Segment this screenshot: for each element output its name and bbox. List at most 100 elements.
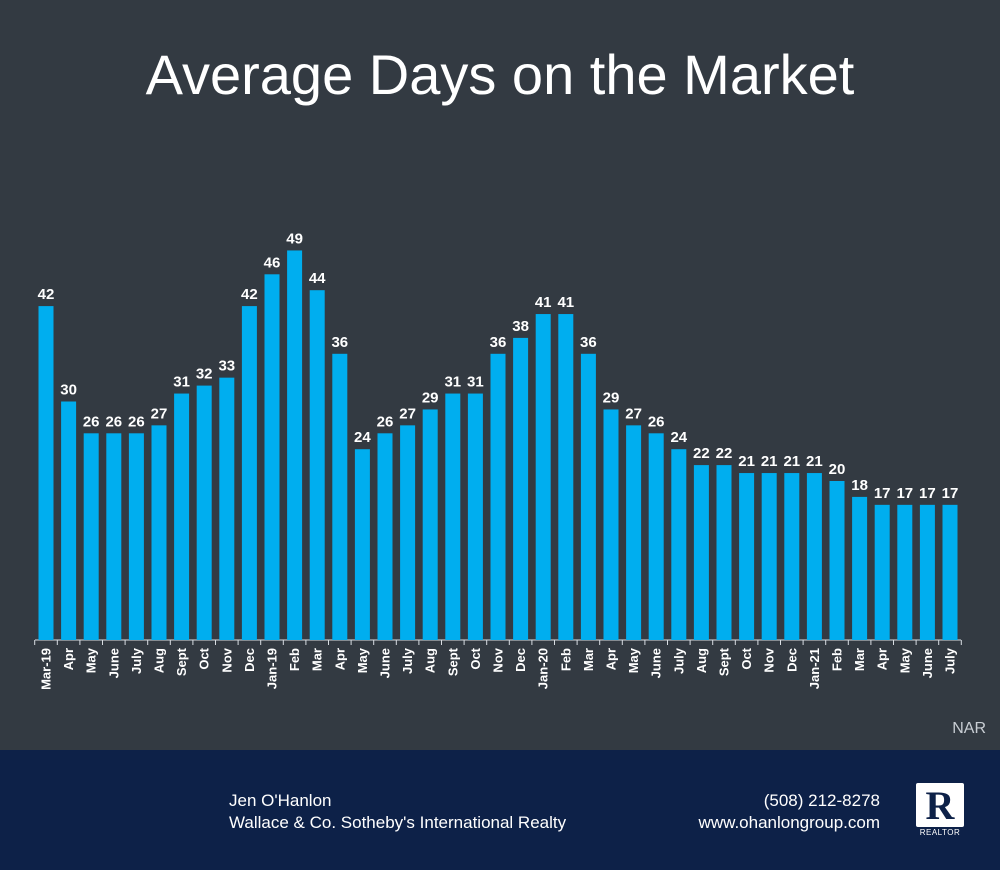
x-tick-label-32: Nov [762, 647, 777, 672]
bar-39 [919, 504, 935, 640]
x-tick-label-6: Sept [174, 647, 189, 676]
bar-value-label-5: 27 [151, 405, 168, 422]
bar-16 [400, 425, 416, 640]
bar-14 [354, 449, 370, 640]
x-tick-label-7: Oct [197, 647, 212, 669]
x-tick-label-40: July [943, 647, 958, 674]
bar-34 [806, 473, 822, 640]
bar-value-label-2: 26 [83, 413, 100, 430]
x-tick-label-37: Apr [875, 648, 890, 670]
x-tick-label-15: June [378, 648, 393, 678]
x-tick-label-11: Feb [287, 648, 302, 671]
bar-18 [445, 393, 461, 640]
bar-value-label-32: 21 [761, 453, 778, 470]
x-tick-label-0: Mar-19 [39, 648, 54, 690]
bar-value-label-7: 32 [196, 366, 213, 383]
bar-value-label-29: 22 [693, 445, 710, 462]
x-tick-label-13: Apr [332, 648, 347, 670]
bar-value-label-6: 31 [173, 374, 190, 391]
bar-value-label-17: 29 [422, 389, 439, 406]
bar-36 [852, 496, 868, 640]
bar-8 [219, 377, 235, 640]
bar-value-label-10: 46 [264, 254, 281, 271]
x-tick-label-3: June [106, 648, 121, 678]
x-tick-label-20: Nov [491, 647, 506, 672]
bar-13 [332, 353, 348, 640]
bar-31 [739, 473, 755, 640]
bar-value-label-31: 21 [738, 453, 755, 470]
bar-7 [196, 385, 212, 640]
bar-value-label-1: 30 [60, 382, 77, 399]
x-tick-label-28: July [671, 647, 686, 674]
bar-value-label-12: 44 [309, 270, 326, 287]
website-link[interactable]: www.ohanlongroup.com [698, 813, 880, 832]
x-tick-label-24: Mar [581, 648, 596, 671]
x-tick-label-33: Dec [784, 648, 799, 672]
bar-value-label-26: 27 [625, 405, 642, 422]
bar-value-label-40: 17 [942, 485, 959, 502]
x-tick-label-16: July [400, 647, 415, 674]
x-tick-label-30: Sept [717, 647, 732, 676]
bar-value-label-13: 36 [331, 334, 348, 351]
bar-22 [535, 314, 551, 640]
bar-26 [626, 425, 642, 640]
x-tick-label-29: Aug [694, 648, 709, 673]
bar-12 [309, 290, 325, 640]
bar-value-label-38: 17 [896, 485, 913, 502]
bar-6 [174, 393, 190, 640]
bar-value-label-3: 26 [105, 413, 122, 430]
bar-value-label-11: 49 [286, 230, 303, 247]
realtor-logo-icon: R [925, 783, 955, 828]
realtor-logo-text: REALTOR [919, 828, 961, 837]
x-tick-label-34: Jan-21 [807, 648, 822, 689]
x-tick-label-26: May [626, 647, 641, 673]
bar-value-label-4: 26 [128, 413, 145, 430]
bar-21 [513, 337, 529, 640]
x-tick-label-36: Mar [852, 648, 867, 671]
bar-value-label-37: 17 [874, 485, 891, 502]
bar-20 [490, 353, 506, 640]
x-tick-label-38: May [897, 647, 912, 673]
bar-9 [241, 306, 257, 640]
bar-38 [897, 504, 913, 640]
x-tick-label-31: Oct [739, 647, 754, 669]
bar-1 [61, 401, 77, 640]
bar-value-label-18: 31 [444, 374, 461, 391]
x-tick-label-39: June [920, 648, 935, 678]
bar-value-label-33: 21 [783, 453, 800, 470]
bar-value-label-20: 36 [490, 334, 507, 351]
bar-value-label-9: 42 [241, 286, 258, 303]
x-tick-label-14: May [355, 647, 370, 673]
x-tick-label-21: Dec [513, 648, 528, 672]
phone-number: (508) 212-8278 [763, 791, 880, 810]
bar-0 [38, 306, 54, 640]
realtor-logo-box [916, 783, 964, 827]
bar-10 [264, 274, 280, 640]
bar-value-label-27: 26 [648, 413, 665, 430]
bar-value-label-39: 17 [919, 485, 936, 502]
source-label: NAR [952, 720, 986, 737]
bar-value-label-21: 38 [512, 318, 529, 335]
bar-11 [287, 250, 303, 640]
x-tick-label-12: Mar [310, 648, 325, 671]
x-tick-label-25: Apr [604, 648, 619, 670]
x-tick-label-22: Jan-20 [536, 648, 551, 689]
bar-value-label-28: 24 [670, 429, 687, 446]
x-tick-label-1: Apr [61, 648, 76, 670]
x-tick-label-35: Feb [830, 648, 845, 671]
x-tick-label-17: Aug [423, 648, 438, 673]
bar-30 [716, 465, 732, 640]
x-tick-label-4: July [129, 647, 144, 674]
bar-23 [558, 314, 574, 640]
bar-17 [422, 409, 438, 640]
bar-chart: 42 Mar-19 30 Apr 26 May 26 June 26 July 27 Aug 31 Sep… [34, 230, 962, 690]
bar-28 [671, 449, 687, 640]
bar-37 [874, 504, 890, 640]
chart-title: Average Days on the Market [145, 43, 855, 106]
x-tick-label-9: Dec [242, 648, 257, 672]
bar-value-label-34: 21 [806, 453, 823, 470]
bar-value-label-23: 41 [557, 294, 574, 311]
bar-2 [83, 433, 99, 640]
bar-40 [942, 504, 958, 640]
bar-15 [377, 433, 393, 640]
